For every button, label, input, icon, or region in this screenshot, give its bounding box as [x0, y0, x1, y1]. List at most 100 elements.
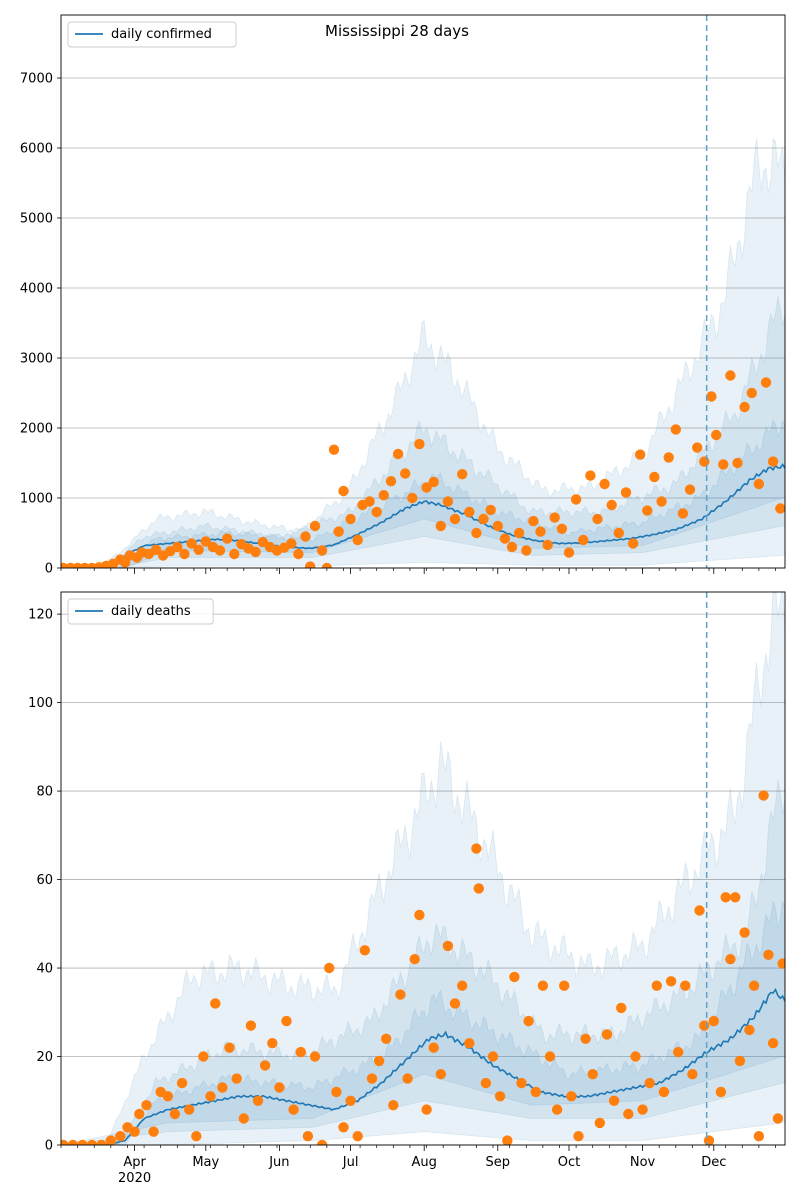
observed-point: [364, 496, 375, 507]
y-tick-label: 0: [45, 1139, 53, 1154]
observed-point: [580, 1033, 591, 1045]
observed-point: [385, 476, 397, 487]
observed-point: [288, 1104, 299, 1115]
observed-point: [96, 1139, 107, 1145]
y-tick-label: 6000: [20, 142, 53, 157]
observed-point: [578, 534, 589, 546]
observed-point: [172, 541, 183, 553]
observed-point: [670, 424, 681, 435]
y-tick-label: 0: [45, 562, 53, 577]
observed-point: [777, 958, 785, 969]
observed-point: [321, 562, 333, 568]
observed-point: [400, 468, 411, 479]
observed-point: [630, 1051, 641, 1062]
observed-point: [198, 1051, 209, 1062]
observed-point: [775, 503, 785, 514]
observed-point: [457, 469, 468, 480]
x-year-label: 2020: [118, 1171, 151, 1186]
observed-point: [333, 526, 344, 537]
observed-point: [763, 949, 774, 960]
observed-point: [402, 1073, 413, 1084]
observed-point: [381, 1033, 392, 1045]
y-tick-label: 100: [28, 696, 53, 711]
observed-point: [457, 980, 468, 991]
chart-title: Mississippi 28 days: [325, 22, 469, 40]
observed-point: [222, 533, 233, 544]
observed-point: [392, 448, 404, 460]
observed-point: [186, 538, 197, 549]
observed-point: [373, 1055, 385, 1067]
observed-point: [706, 391, 717, 402]
observed-point: [687, 1069, 698, 1080]
observed-point: [637, 1104, 648, 1115]
observed-point: [200, 536, 211, 547]
y-tick-label: 20: [36, 1050, 53, 1065]
observed-point: [169, 1108, 181, 1120]
observed-point: [345, 1095, 356, 1107]
y-tick-label: 4000: [20, 282, 53, 297]
observed-point: [338, 485, 349, 497]
observed-point: [407, 492, 418, 504]
observed-point: [449, 998, 461, 1009]
observed-point: [772, 1113, 784, 1124]
observed-point: [556, 523, 568, 534]
observed-point: [316, 1139, 328, 1145]
observed-point: [699, 456, 710, 467]
observed-point: [77, 1139, 88, 1145]
observed-point: [758, 790, 769, 801]
x-tick-label: Jul: [342, 1155, 359, 1170]
x-tick-label: Jun: [268, 1155, 289, 1170]
x-tick-label: Aug: [411, 1155, 436, 1170]
observed-point: [464, 506, 475, 518]
observed-point: [516, 1077, 527, 1089]
observed-point: [746, 387, 757, 399]
observed-point: [331, 1086, 342, 1098]
observed-point: [324, 962, 335, 974]
x-tick-label: Apr: [123, 1155, 146, 1170]
observed-point: [442, 940, 454, 952]
observed-point: [464, 1038, 475, 1049]
observed-point: [471, 843, 482, 854]
observed-point: [428, 1042, 439, 1053]
legend: daily deaths: [67, 598, 214, 625]
model-line: [61, 463, 785, 568]
observed-point: [487, 1051, 499, 1062]
observed-point: [613, 527, 624, 539]
observed-point: [338, 1122, 349, 1133]
y-tick-label: 60: [36, 873, 53, 888]
observed-point: [250, 546, 261, 558]
observed-point: [528, 515, 539, 527]
observed-point: [644, 1077, 655, 1089]
observed-point: [352, 1131, 363, 1142]
legend-box: [67, 21, 237, 48]
observed-point: [658, 1086, 670, 1098]
observed-point: [620, 487, 632, 498]
observed-point: [471, 527, 482, 539]
legend: daily confirmed: [67, 21, 237, 48]
observed-point: [725, 954, 736, 965]
uncertainty-band: [61, 900, 785, 1145]
y-tick-label: 7000: [20, 72, 53, 87]
y-tick-label: 2000: [20, 422, 53, 437]
observed-point: [193, 544, 204, 555]
observed-point: [150, 544, 162, 555]
observed-point: [176, 1077, 188, 1089]
uncertainty-band: [61, 296, 785, 568]
observed-point: [608, 1095, 620, 1107]
observed-point: [734, 1055, 746, 1067]
observed-point: [573, 1131, 584, 1142]
observed-point: [616, 1002, 627, 1014]
observed-point: [715, 1086, 727, 1098]
observed-point: [592, 513, 603, 525]
observed-point: [523, 1015, 534, 1027]
uncertainty-band: [61, 592, 785, 1145]
observed-point: [449, 513, 461, 525]
observed-point: [748, 980, 760, 991]
observed-point: [627, 538, 639, 549]
observed-point: [656, 496, 667, 507]
observed-point: [328, 444, 340, 455]
observed-point: [585, 470, 596, 481]
observed-point: [345, 513, 356, 525]
observed-point: [492, 520, 503, 532]
observed-point: [245, 1020, 257, 1031]
